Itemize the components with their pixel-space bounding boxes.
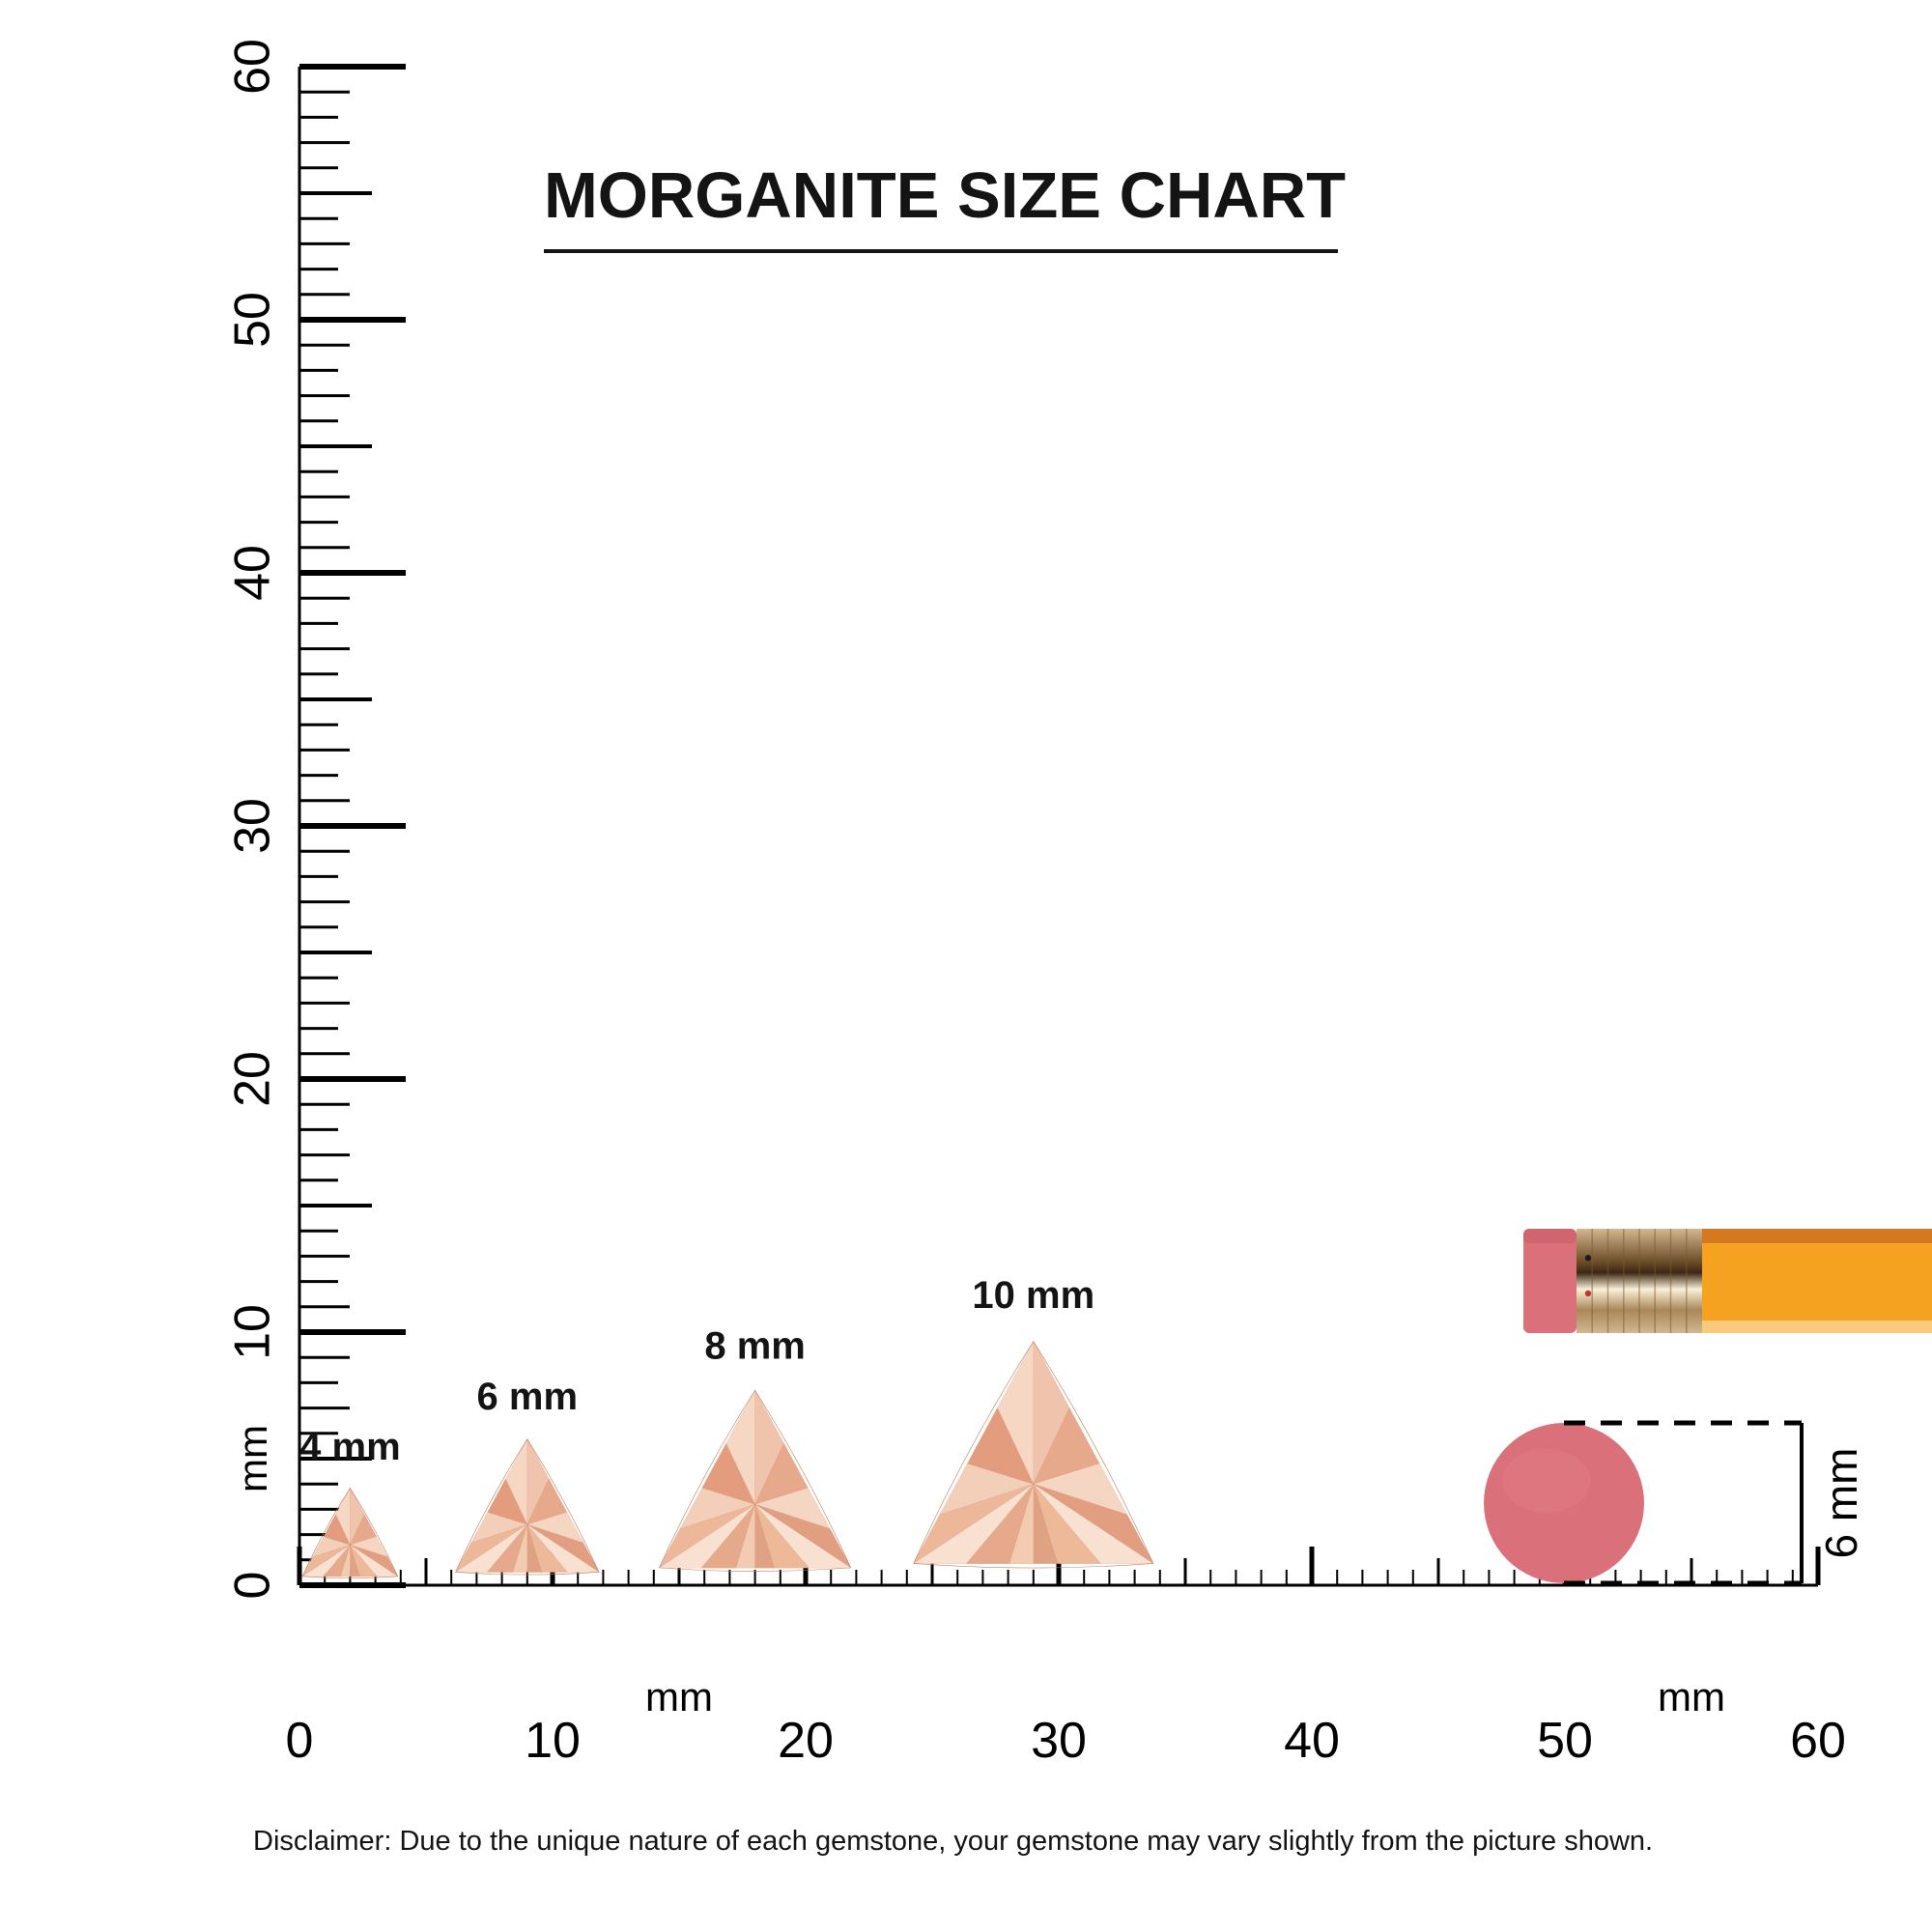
svg-text:6 mm: 6 mm xyxy=(1816,1448,1866,1559)
svg-text:40: 40 xyxy=(1284,1713,1340,1769)
svg-text:MORGANITE SIZE CHART: MORGANITE SIZE CHART xyxy=(544,159,1346,232)
svg-text:mm: mm xyxy=(645,1674,713,1719)
svg-text:30: 30 xyxy=(1031,1713,1087,1769)
svg-text:8 mm: 8 mm xyxy=(704,1324,806,1367)
svg-text:6 mm: 6 mm xyxy=(477,1376,579,1418)
svg-text:60: 60 xyxy=(1790,1713,1846,1769)
svg-text:mm: mm xyxy=(1658,1674,1725,1719)
svg-text:4 mm: 4 mm xyxy=(299,1426,401,1468)
svg-text:20: 20 xyxy=(225,1051,281,1107)
svg-text:0: 0 xyxy=(286,1713,314,1769)
svg-text:Disclaimer: Due to the unique: Disclaimer: Due to the unique nature of … xyxy=(253,1826,1653,1857)
svg-text:50: 50 xyxy=(1537,1713,1593,1769)
svg-text:mm: mm xyxy=(230,1425,275,1492)
svg-text:0: 0 xyxy=(225,1572,281,1600)
svg-text:10 mm: 10 mm xyxy=(972,1274,1094,1317)
svg-text:10: 10 xyxy=(225,1304,281,1360)
svg-text:50: 50 xyxy=(225,292,281,348)
svg-text:20: 20 xyxy=(778,1713,834,1769)
svg-text:60: 60 xyxy=(225,39,281,95)
svg-text:30: 30 xyxy=(225,798,281,854)
svg-text:40: 40 xyxy=(225,545,281,601)
svg-text:10: 10 xyxy=(525,1713,581,1769)
